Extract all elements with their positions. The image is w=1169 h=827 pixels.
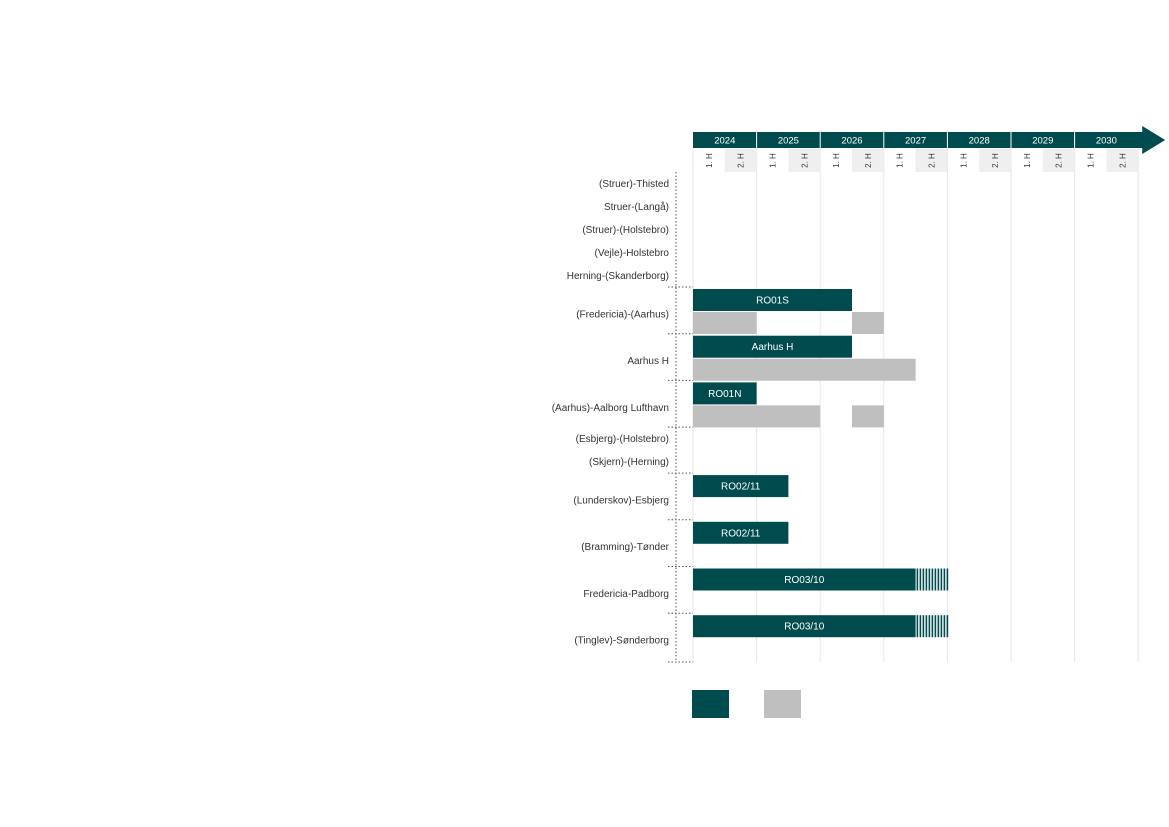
hatch-stripe [946,615,949,638]
hatch-stripe [919,568,922,591]
hatched-bar-extension [916,568,949,591]
half-year-label: 1. H [832,153,841,168]
hatch-stripe [928,568,931,591]
project-bar [693,615,916,638]
timeline-arrow-icon [1142,126,1166,154]
hatch-stripe [922,615,925,638]
bar-label: RO01N [708,389,741,400]
project-bar [693,475,789,498]
half-year-shade [1042,149,1075,172]
hatch-stripe [943,568,946,591]
half-year-label: 2. H [737,153,746,168]
hatch-stripe [931,568,934,591]
project-bar [693,382,757,405]
half-year-label: 1. H [896,153,905,168]
row-label: (Esbjerg)-(Holstebro) [576,434,669,445]
secondary-bar [693,312,757,334]
hatch-stripe [940,615,943,638]
bars: RO01S Aarhus H RO01N RO02/11 RO02/11 RO03/10 R… [693,289,949,638]
hatched-bar-extension [916,615,949,638]
hatch-stripe [943,615,946,638]
secondary-bar [693,358,916,381]
row-label: (Skjern)-(Herning) [589,457,669,468]
grid-layer [668,149,1139,663]
half-year-label: 1. H [1023,153,1032,168]
secondary-bar [852,405,884,428]
hatch-stripe [928,615,931,638]
half-year-shade [852,149,884,172]
project-bar [693,521,789,544]
half-year-label: 1. H [1087,153,1096,168]
row-label: (Struer)-Thisted [599,179,669,190]
hatch-stripe [937,568,940,591]
hatch-stripe [934,615,937,638]
half-year-label: 2. H [800,153,809,168]
row-label: Fredericia-Padborg [583,589,669,600]
row-label: Herning-(Skanderborg) [567,271,669,282]
hatch-stripe [937,615,940,638]
year-label: 2028 [969,136,990,147]
legend-swatch-primary [692,690,729,718]
hatch-stripe [922,568,925,591]
row-label: (Fredericia)-(Aarhus) [576,309,669,320]
hatch-stripe [940,568,943,591]
half-year-shade [724,149,757,172]
bar-label: RO03/10 [784,575,824,586]
hatch-stripe [919,615,922,638]
hatch-stripe [925,568,928,591]
hatch-stripe [931,615,934,638]
half-year-label: 2. H [928,153,937,168]
row-label: (Aarhus)-Aalborg Lufthavn [552,403,669,414]
half-year-label: 1. H [959,153,968,168]
half-year-label: 1. H [705,153,714,168]
half-year-label: 2. H [864,153,873,168]
half-year-label: 2. H [1118,153,1127,168]
half-year-shade [1106,149,1139,172]
hatch-stripe [916,615,919,638]
project-bar [693,289,852,311]
hatch-stripe [916,568,919,591]
hatch-stripe [934,568,937,591]
secondary-bar [852,312,884,334]
hatch-stripe [925,615,928,638]
half-year-shade [915,149,948,172]
timeline-header-bar [693,132,1145,148]
bar-label: RO02/11 [721,482,761,493]
year-label: 2026 [841,136,862,147]
half-year-label: 2. H [991,153,1000,168]
row-labels: (Struer)-Thisted Struer-(Langå) (Struer)-(… [552,179,670,647]
bar-label: Aarhus H [752,342,794,353]
secondary-bar [693,405,821,428]
row-label: (Vejle)-Holstebro [595,248,670,259]
bar-label: RO02/11 [721,528,761,539]
row-label: (Lunderskov)-Esbjerg [573,495,669,506]
project-bar [693,335,852,358]
legend-swatch-secondary [764,690,801,718]
legend [692,690,801,718]
row-label: (Bramming)-Tønder [581,542,669,553]
half-year-shade [979,149,1011,172]
half-year-label: 2. H [1055,153,1064,168]
row-label: Aarhus H [627,356,669,367]
half-year-label: 1. H [769,153,778,168]
project-bar [693,568,916,591]
year-label: 2027 [905,136,926,147]
row-label: (Struer)-(Holstebro) [582,225,669,236]
half-year-shade [788,149,821,172]
bar-label: RO01S [756,296,789,307]
year-label: 2024 [714,136,735,147]
year-label: 2025 [778,136,799,147]
year-label: 2030 [1096,136,1117,147]
year-label: 2029 [1032,136,1053,147]
bar-label: RO03/10 [784,622,824,633]
row-label: (Tinglev)-Sønderborg [574,636,669,647]
row-label: Struer-(Langå) [604,201,669,213]
hatch-stripe [946,568,949,591]
